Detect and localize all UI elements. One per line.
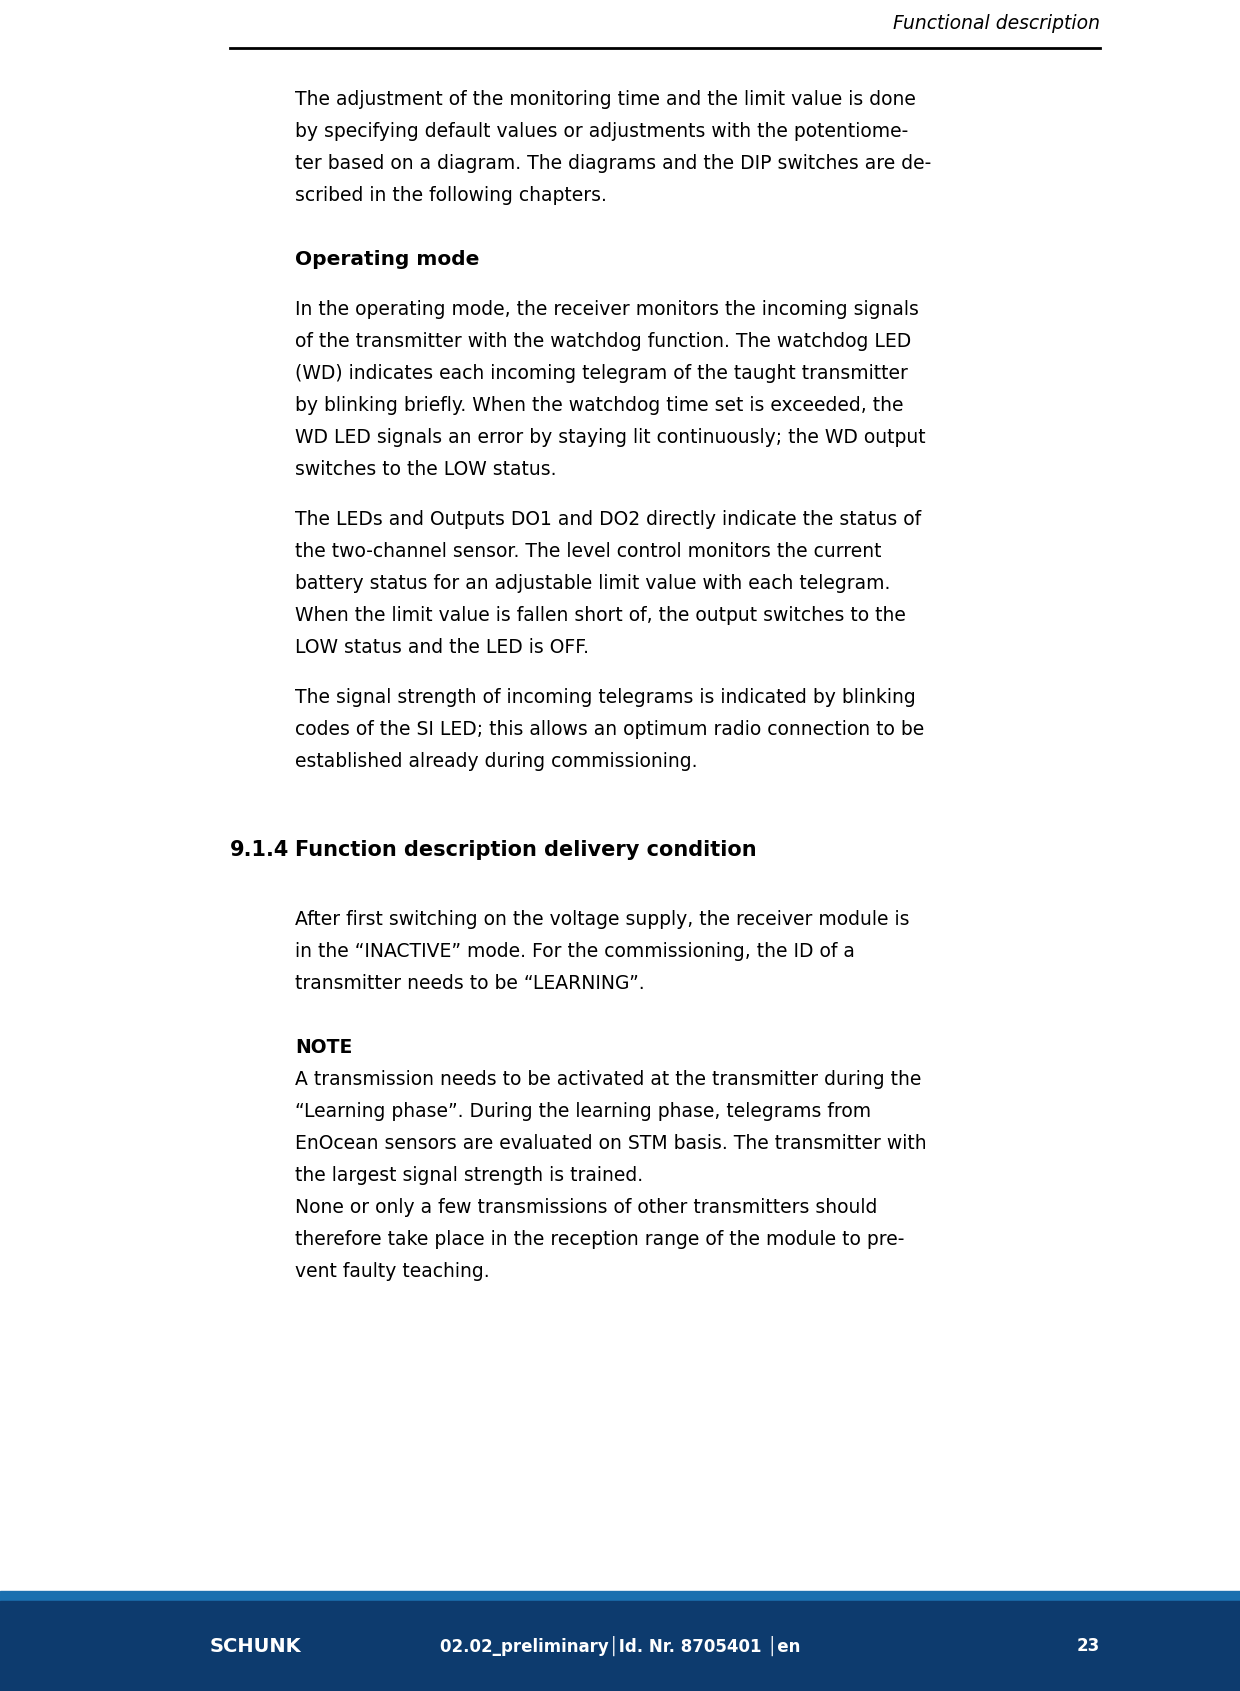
Text: Function description delivery condition: Function description delivery condition	[295, 840, 756, 861]
Text: 9.1.4: 9.1.4	[229, 840, 289, 861]
Text: the two-channel sensor. The level control monitors the current: the two-channel sensor. The level contro…	[295, 543, 882, 561]
Text: When the limit value is fallen short of, the output switches to the: When the limit value is fallen short of,…	[295, 605, 906, 626]
Text: by blinking briefly. When the watchdog time set is exceeded, the: by blinking briefly. When the watchdog t…	[295, 396, 904, 414]
Text: The signal strength of incoming telegrams is indicated by blinking: The signal strength of incoming telegram…	[295, 688, 916, 707]
Text: “Learning phase”. During the learning phase, telegrams from: “Learning phase”. During the learning ph…	[295, 1103, 872, 1121]
Text: LOW status and the LED is OFF.: LOW status and the LED is OFF.	[295, 638, 589, 658]
Text: ter based on a diagram. The diagrams and the DIP switches are de-: ter based on a diagram. The diagrams and…	[295, 154, 931, 172]
Text: the largest signal strength is trained.: the largest signal strength is trained.	[295, 1167, 644, 1185]
Text: SCHUNK: SCHUNK	[210, 1637, 301, 1655]
Text: (WD) indicates each incoming telegram of the taught transmitter: (WD) indicates each incoming telegram of…	[295, 364, 908, 382]
Text: NOTE: NOTE	[295, 1038, 352, 1057]
Text: codes of the SI LED; this allows an optimum radio connection to be: codes of the SI LED; this allows an opti…	[295, 720, 924, 739]
Text: 02.02_preliminary│Id. Nr. 8705401 │en: 02.02_preliminary│Id. Nr. 8705401 │en	[440, 1635, 800, 1655]
Text: Operating mode: Operating mode	[295, 250, 480, 269]
Text: None or only a few transmissions of other transmitters should: None or only a few transmissions of othe…	[295, 1197, 878, 1218]
Text: The adjustment of the monitoring time and the limit value is done: The adjustment of the monitoring time an…	[295, 90, 916, 108]
Text: in the “INACTIVE” mode. For the commissioning, the ID of a: in the “INACTIVE” mode. For the commissi…	[295, 942, 854, 960]
Text: therefore take place in the reception range of the module to pre-: therefore take place in the reception ra…	[295, 1229, 904, 1250]
Text: battery status for an adjustable limit value with each telegram.: battery status for an adjustable limit v…	[295, 573, 890, 594]
Text: After first switching on the voltage supply, the receiver module is: After first switching on the voltage sup…	[295, 910, 909, 928]
Text: In the operating mode, the receiver monitors the incoming signals: In the operating mode, the receiver moni…	[295, 299, 919, 320]
Text: by specifying default values or adjustments with the potentiome-: by specifying default values or adjustme…	[295, 122, 908, 140]
Bar	[0, 1601, 1240, 1691]
Text: A transmission needs to be activated at the transmitter during the: A transmission needs to be activated at …	[295, 1070, 921, 1089]
Text: WD LED signals an error by staying lit continuously; the WD output: WD LED signals an error by staying lit c…	[295, 428, 925, 446]
Text: The LEDs and Outputs DO1 and DO2 directly indicate the status of: The LEDs and Outputs DO1 and DO2 directl…	[295, 511, 921, 529]
Text: EnOcean sensors are evaluated on STM basis. The transmitter with: EnOcean sensors are evaluated on STM bas…	[295, 1135, 926, 1153]
Text: established already during commissioning.: established already during commissioning…	[295, 752, 697, 771]
Bar	[0, 1591, 1240, 1601]
Text: scribed in the following chapters.: scribed in the following chapters.	[295, 186, 606, 205]
Text: 23: 23	[1076, 1637, 1100, 1655]
Text: vent faulty teaching.: vent faulty teaching.	[295, 1261, 490, 1282]
Text: of the transmitter with the watchdog function. The watchdog LED: of the transmitter with the watchdog fun…	[295, 331, 911, 352]
Text: switches to the LOW status.: switches to the LOW status.	[295, 460, 557, 479]
Text: Functional description: Functional description	[893, 14, 1100, 34]
Text: transmitter needs to be “LEARNING”.: transmitter needs to be “LEARNING”.	[295, 974, 645, 993]
